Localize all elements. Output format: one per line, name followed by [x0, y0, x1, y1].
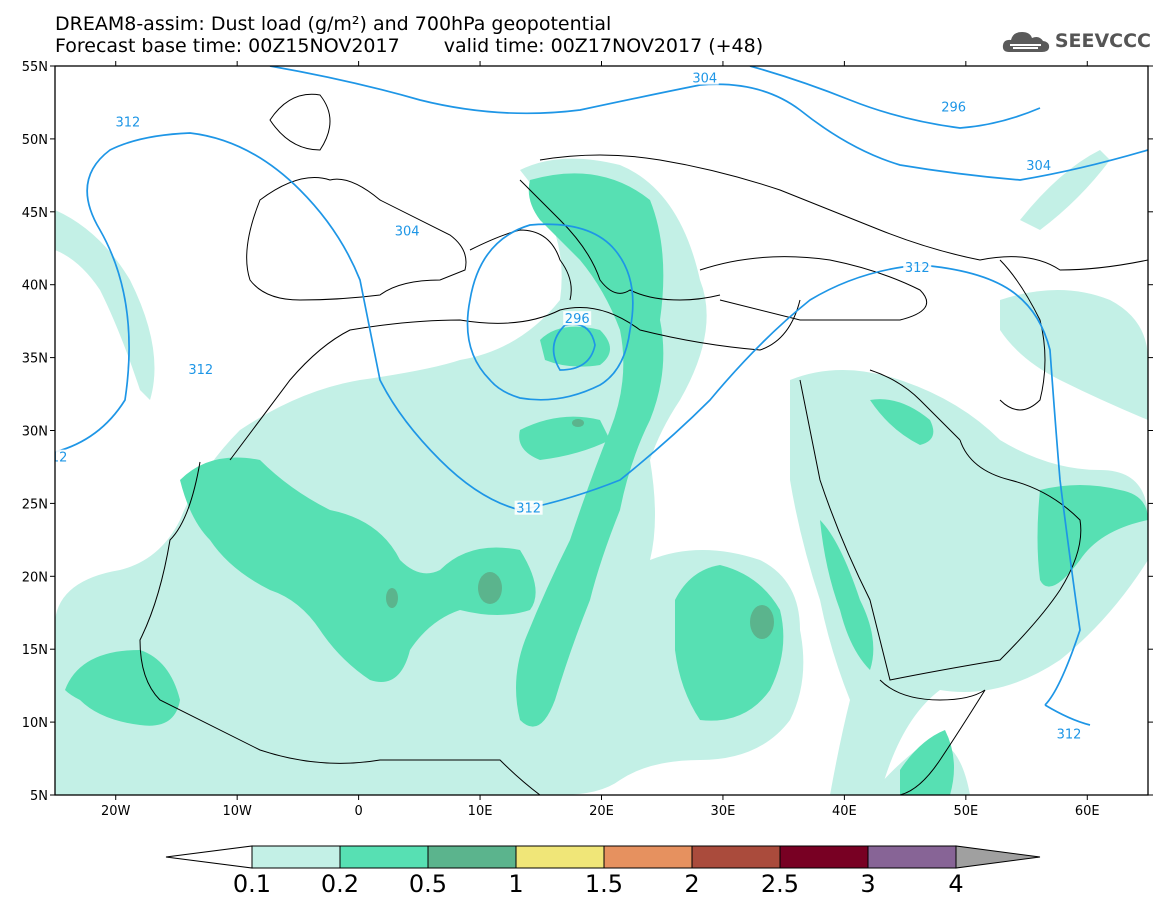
lat-tick-label: 55N — [22, 60, 48, 75]
contour-label: 312 — [516, 502, 541, 517]
lat-tick-label: 25N — [22, 497, 48, 512]
contour-label: 312 — [1057, 728, 1082, 743]
dust-level-0.2 — [65, 173, 1148, 795]
colorbar-swatch — [603, 845, 693, 869]
lon-tick-label: 20E — [589, 804, 614, 819]
contour-label: 304 — [692, 72, 717, 87]
contour-label: 304 — [1026, 159, 1051, 174]
colorbar-swatch — [779, 845, 869, 869]
contour-label-bg — [55, 449, 69, 464]
contour-label-bg — [113, 114, 142, 129]
latitude-axis: 55N 50N 45N 40N 35N 30N 25N 20N 15N 10N 5N — [22, 60, 1153, 804]
cloud-icon — [1002, 32, 1049, 52]
contour-label-bg — [514, 500, 543, 515]
lon-tick-label: 10W — [222, 804, 252, 819]
valid-time: valid time: 00Z17NOV2017 (+48) — [443, 35, 764, 57]
contour-label: 312 — [115, 115, 140, 130]
lon-tick-label: 10E — [468, 804, 493, 819]
contour-label-bg — [186, 362, 215, 377]
colorbar-over-arrow — [955, 845, 1041, 869]
contour-label: 296 — [565, 312, 590, 327]
contour-label: 304 — [395, 225, 420, 240]
colorbar-label: 2 — [684, 870, 699, 898]
lat-tick-label: 20N — [22, 570, 48, 585]
contour-label-bg — [1055, 726, 1084, 741]
dust-level-0.5 — [386, 419, 774, 639]
lat-tick-label: 15N — [22, 643, 48, 658]
lat-tick-label: 50N — [22, 133, 48, 148]
contour-label-bg — [393, 223, 422, 238]
contour-label: 312 — [43, 451, 68, 466]
contour-label-bg — [1024, 158, 1053, 173]
map-subtitle: Forecast base time: 00Z15NOV2017 valid ti… — [55, 36, 763, 56]
contour-label: 312 — [188, 363, 213, 378]
lon-tick-label: 30E — [711, 804, 736, 819]
lat-tick-label: 45N — [22, 206, 48, 221]
colorbar-label: 0.2 — [321, 870, 359, 898]
colorbar-label: 0.1 — [233, 870, 271, 898]
contour-label: 296 — [941, 101, 966, 116]
colorbar-swatch — [515, 845, 605, 869]
colorbar-swatch — [691, 845, 781, 869]
seevccc-logo: SEEVCCC — [1001, 28, 1151, 54]
colorbar-label: 3 — [860, 870, 875, 898]
map-area: 304 296 312 312 312 312 312 304 296 304 312 — [43, 66, 1148, 795]
lat-tick-label: 40N — [22, 279, 48, 294]
contour-label-bg — [903, 260, 932, 275]
colorbar-label: 2.5 — [761, 870, 799, 898]
logo-text: SEEVCCC — [1054, 30, 1151, 52]
lon-tick-label: 20W — [101, 804, 131, 819]
colorbar-label: 4 — [948, 870, 963, 898]
colorbar-label: 1 — [508, 870, 523, 898]
lat-tick-label: 5N — [30, 789, 48, 804]
colorbar-under-arrow — [165, 845, 253, 869]
colorbar-swatch — [427, 845, 517, 869]
colorbar-swatch — [339, 845, 429, 869]
lon-tick-label: 50E — [953, 804, 978, 819]
contour-labels: 304 296 312 312 312 312 312 304 296 304 312 — [43, 70, 1084, 743]
lon-tick-label: 40E — [832, 804, 857, 819]
colorbar: 0.1 0.2 0.5 1 1.5 2 2.5 3 4 — [165, 845, 1041, 898]
contour-label: 312 — [905, 261, 930, 276]
base-time: Forecast base time: 00Z15NOV2017 — [55, 35, 400, 57]
lon-tick-label: 60E — [1075, 804, 1100, 819]
map-title: DREAM8-assim: Dust load (g/m²) and 700hP… — [55, 13, 612, 35]
lon-tick-label: 0 — [354, 804, 362, 819]
contour-label-bg — [690, 70, 719, 85]
colorbar-label: 1.5 — [585, 870, 623, 898]
colorbar-swatch — [867, 845, 957, 869]
lat-tick-label: 30N — [22, 425, 48, 440]
contour-label-bg — [563, 311, 592, 326]
coastlines — [139, 93, 1148, 795]
lat-tick-label: 35N — [22, 352, 48, 367]
colorbar-swatch — [251, 845, 341, 869]
colorbar-label: 0.5 — [409, 870, 447, 898]
longitude-axis: 20W 10W 0 10E 20E 30E 40E 50E 60E — [101, 61, 1100, 819]
lat-tick-label: 10N — [22, 716, 48, 731]
contour-label-bg — [939, 99, 968, 114]
